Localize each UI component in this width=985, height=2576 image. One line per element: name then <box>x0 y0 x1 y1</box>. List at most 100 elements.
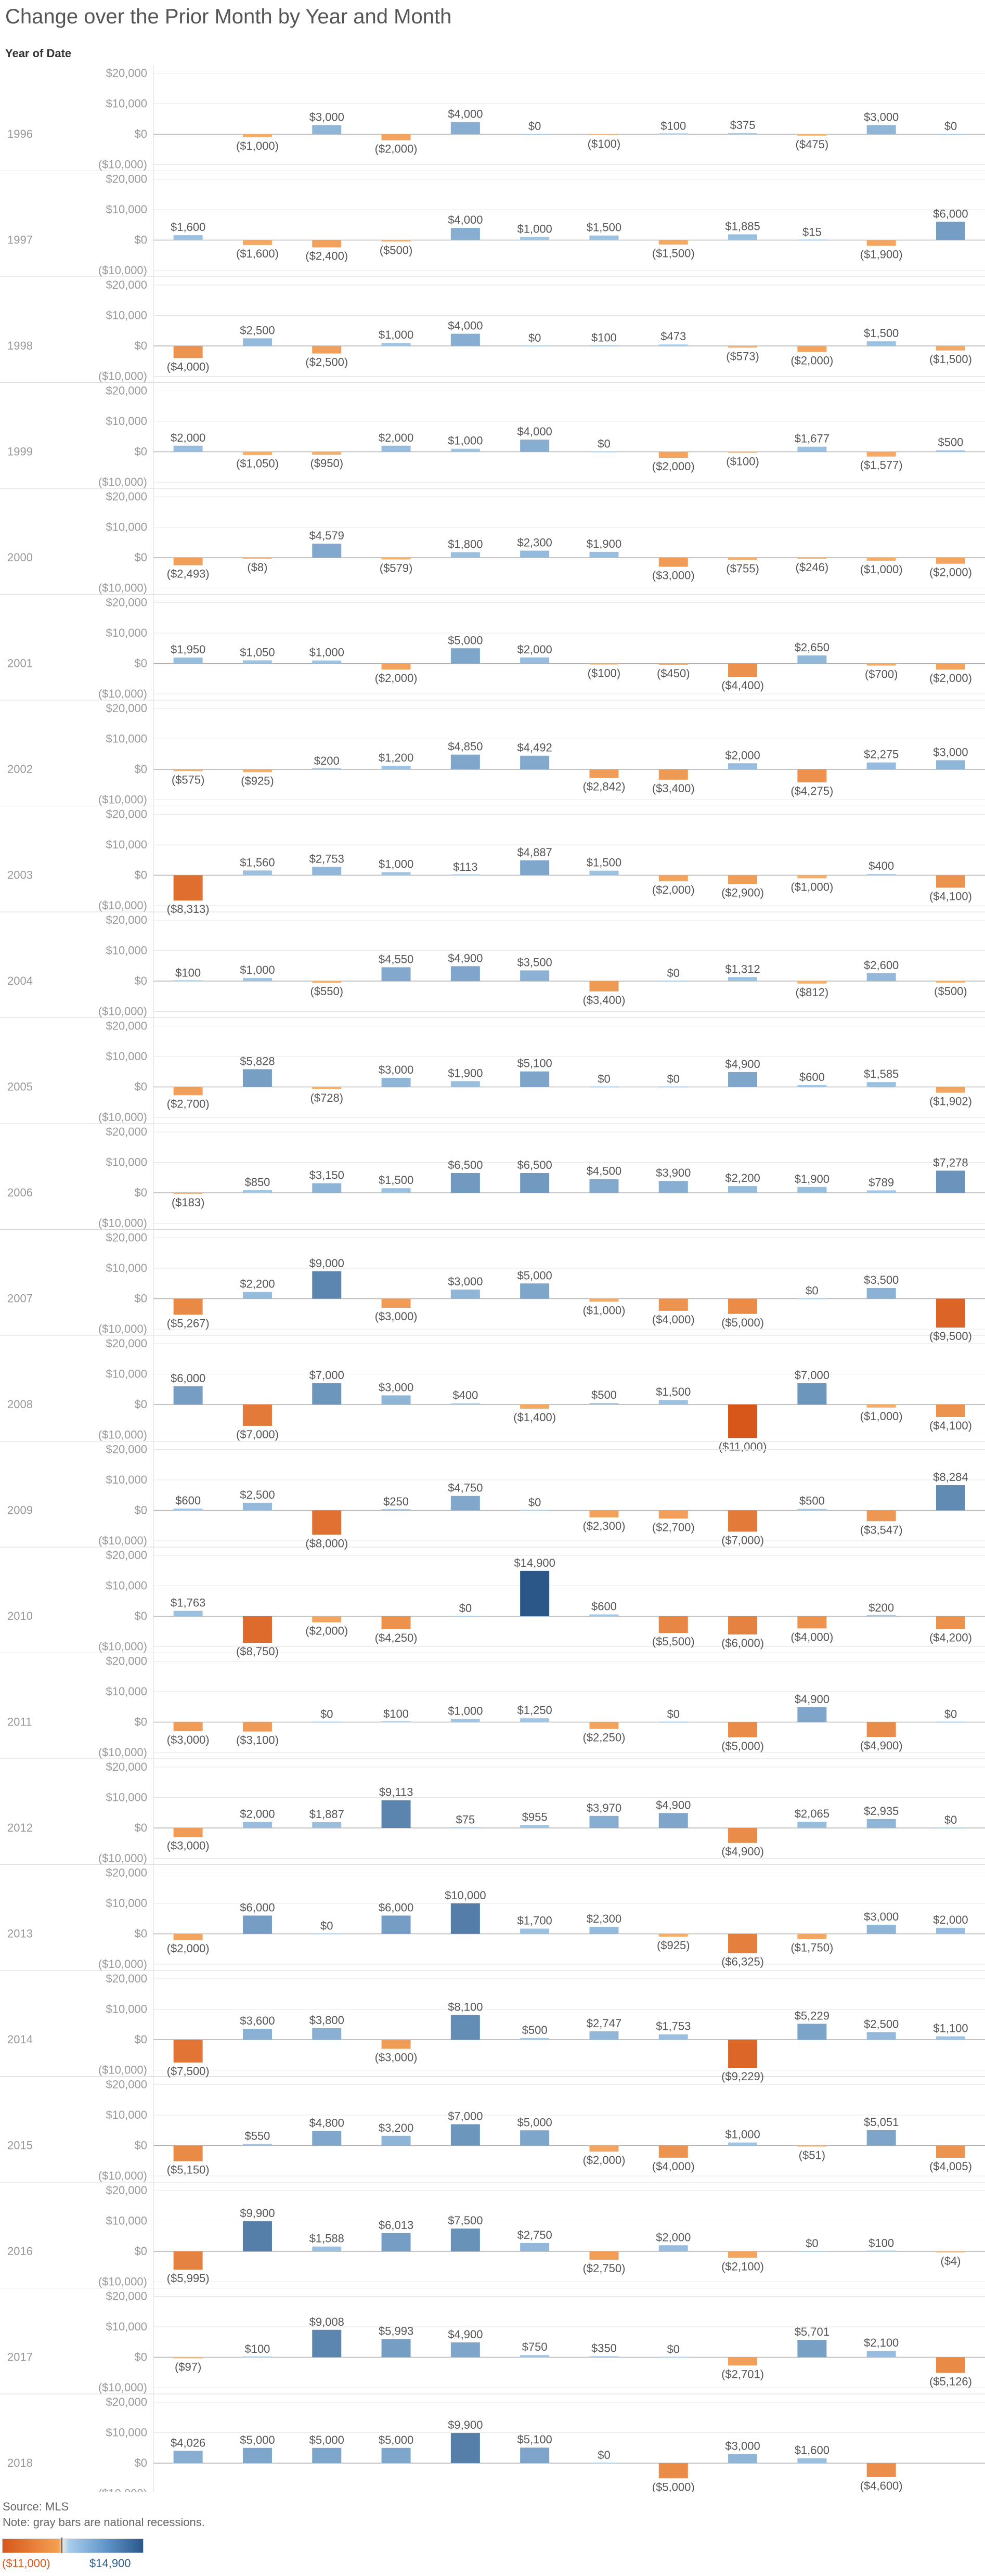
data-label: $4,750 <box>448 1482 483 1495</box>
bar <box>173 445 203 452</box>
bar <box>450 228 480 240</box>
data-label: ($2,000) <box>582 2154 625 2167</box>
data-label: ($1,000) <box>860 563 903 576</box>
bar <box>589 1927 619 1934</box>
data-label: $550 <box>244 2129 270 2142</box>
bar <box>381 445 411 452</box>
bar <box>797 769 827 783</box>
data-label: $9,113 <box>379 1786 413 1799</box>
bar <box>658 344 688 346</box>
bar <box>381 2040 411 2049</box>
bar <box>173 1828 203 1837</box>
data-label: ($1,900) <box>860 248 903 261</box>
data-label: ($4,275) <box>790 784 833 797</box>
data-label: $500 <box>591 1388 617 1401</box>
bar <box>797 1383 827 1405</box>
bar <box>658 1721 688 1723</box>
bar <box>936 1170 965 1193</box>
bar <box>797 1934 827 1939</box>
data-label: $1,500 <box>379 1174 413 1187</box>
bar <box>381 2339 411 2358</box>
data-label: ($475) <box>796 138 829 151</box>
y-tick-label: $0 <box>135 1821 147 1834</box>
data-label: $0 <box>667 1073 680 1086</box>
data-label: $1,900 <box>795 1173 830 1186</box>
data-label: $5,828 <box>240 1054 275 1067</box>
data-label: ($2,701) <box>721 2367 764 2380</box>
bar <box>589 2356 619 2358</box>
bar <box>866 125 896 134</box>
data-label: ($4,250) <box>375 1631 418 1644</box>
bar <box>936 1616 965 1629</box>
data-label: ($2,500) <box>305 356 348 369</box>
bar <box>936 1485 965 1511</box>
bar <box>797 1616 827 1629</box>
y-tick-label: ($10,000) <box>98 899 147 912</box>
data-label: ($1,000) <box>236 139 279 152</box>
y-tick-label: $20,000 <box>106 384 147 397</box>
bar <box>658 1298 688 1311</box>
y-tick-label: $0 <box>135 1504 147 1517</box>
data-label: ($4,000) <box>652 2160 695 2173</box>
data-label: ($1,750) <box>790 1941 833 1954</box>
data-label: $10,000 <box>445 1889 486 1902</box>
y-tick-label: $20,000 <box>106 2395 147 2408</box>
data-label: $4,900 <box>448 951 483 964</box>
data-label: ($3,000) <box>167 1733 210 1746</box>
data-label: $4,550 <box>379 952 413 965</box>
bar <box>936 346 965 351</box>
y-tick-label: ($10,000) <box>98 1005 147 1018</box>
data-label: $5,100 <box>517 2433 552 2446</box>
y-tick-label: $10,000 <box>106 203 147 216</box>
bar <box>728 1722 758 1737</box>
bar <box>728 1072 758 1087</box>
bar <box>312 1616 342 1622</box>
y-tick-label: $20,000 <box>106 2078 147 2091</box>
bar <box>728 2454 758 2463</box>
year-label: 2013 <box>7 1927 33 1940</box>
data-label: $6,000 <box>379 1901 413 1914</box>
bar <box>312 1933 342 1935</box>
bar <box>728 2357 758 2366</box>
year-label: 2002 <box>7 763 33 776</box>
bar <box>728 133 758 134</box>
data-label: $2,747 <box>587 2017 621 2030</box>
bar <box>797 981 827 984</box>
bar <box>520 2448 550 2463</box>
bar <box>312 981 342 983</box>
bar <box>450 122 480 134</box>
y-tick-label: $0 <box>135 1927 147 1940</box>
data-label: $3,000 <box>309 110 344 123</box>
bar <box>173 346 203 358</box>
bar <box>312 346 342 354</box>
bar <box>173 2040 203 2063</box>
data-label: $4,900 <box>725 1058 760 1071</box>
data-label: $473 <box>660 330 686 343</box>
data-label: $0 <box>806 2237 818 2250</box>
data-label: ($950) <box>310 457 343 470</box>
data-label: $5,000 <box>517 2116 552 2129</box>
y-tick-label: $20,000 <box>106 1866 147 1879</box>
bar <box>866 1082 896 1087</box>
data-label: $1,000 <box>448 434 483 447</box>
y-tick-label: ($10,000) <box>98 1217 147 1230</box>
data-label: ($100) <box>588 667 621 680</box>
bar <box>173 1193 203 1194</box>
bar <box>728 663 758 677</box>
y-tick-label: ($10,000) <box>98 2169 147 2182</box>
data-label: $1,250 <box>517 1704 552 1717</box>
bar <box>866 973 896 981</box>
data-label: ($246) <box>796 561 829 574</box>
bar <box>866 240 896 246</box>
data-label: ($573) <box>726 350 759 363</box>
data-label: $2,000 <box>517 643 552 656</box>
y-tick-label: ($10,000) <box>98 2381 147 2394</box>
bar <box>728 2142 758 2146</box>
bar <box>242 769 272 772</box>
y-tick-label: $0 <box>135 445 147 458</box>
data-label: ($4,900) <box>860 1739 903 1752</box>
data-label: $14,900 <box>514 1556 555 1569</box>
data-label: ($500) <box>934 985 967 998</box>
bar <box>866 1819 896 1828</box>
y-tick-label: $20,000 <box>106 1549 147 1562</box>
